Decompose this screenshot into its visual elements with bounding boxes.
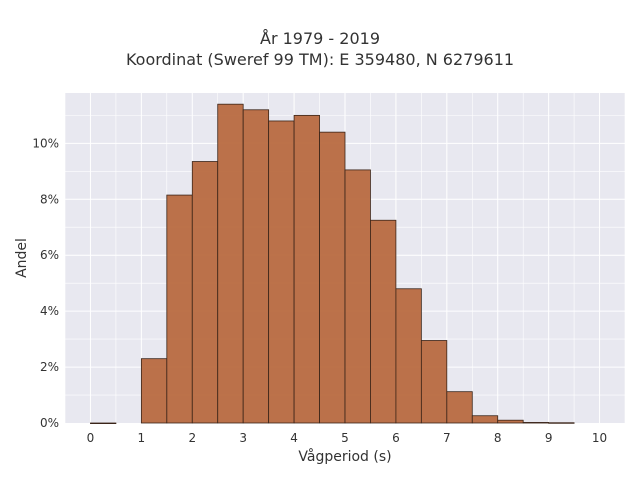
histogram-bar [370, 219, 397, 424]
histogram-bar [140, 358, 168, 424]
histogram-bar [497, 419, 524, 424]
histogram-bar [293, 114, 320, 424]
x-tick-label: 8 [494, 431, 502, 445]
x-tick-label: 1 [138, 431, 146, 445]
y-tick-label: 8% [40, 192, 59, 206]
histogram-bar [268, 120, 295, 424]
x-tick-label: 4 [290, 431, 298, 445]
x-tick-label: 3 [239, 431, 247, 445]
histogram-bar [242, 109, 270, 424]
histogram-bar [191, 161, 219, 424]
x-tick-label: 6 [392, 431, 400, 445]
x-tick-label: 2 [188, 431, 196, 445]
histogram-bar [344, 169, 371, 424]
histogram-bar [90, 422, 117, 425]
histogram-bar [522, 422, 550, 424]
y-axis-label: Andel [14, 238, 30, 278]
histogram-bar [446, 391, 473, 424]
histogram-bar [420, 340, 448, 424]
chart-subtitle: Koordinat (Sweref 99 TM): E 359480, N 62… [125, 50, 515, 69]
bars [90, 103, 575, 425]
y-tick-label: 4% [40, 304, 59, 318]
y-tick-label: 0% [40, 416, 59, 430]
x-axis-label: Vågperiod (s) [298, 448, 391, 465]
y-tick-label: 2% [40, 360, 59, 374]
y-tick-label: 10% [32, 136, 59, 150]
x-tick-label: 7 [443, 431, 451, 445]
histogram-bar [217, 103, 244, 424]
x-tick-label: 5 [341, 431, 349, 445]
x-axis-ticks: 0 1 2 3 4 5 6 7 8 9 10 [87, 431, 608, 445]
x-tick-label: 0 [87, 431, 95, 445]
histogram-bar [319, 131, 346, 424]
chart-title: År 1979 - 2019 [260, 29, 380, 48]
x-tick-label: 10 [592, 431, 607, 445]
histogram-bar [471, 415, 499, 424]
y-tick-label: 6% [40, 248, 59, 262]
y-axis-ticks: 0% 2% 4% 6% 8% 10% [32, 136, 59, 430]
histogram-bar [166, 194, 193, 424]
x-tick-label: 9 [545, 431, 553, 445]
histogram-bar [395, 288, 422, 424]
histogram-bar [548, 422, 575, 424]
